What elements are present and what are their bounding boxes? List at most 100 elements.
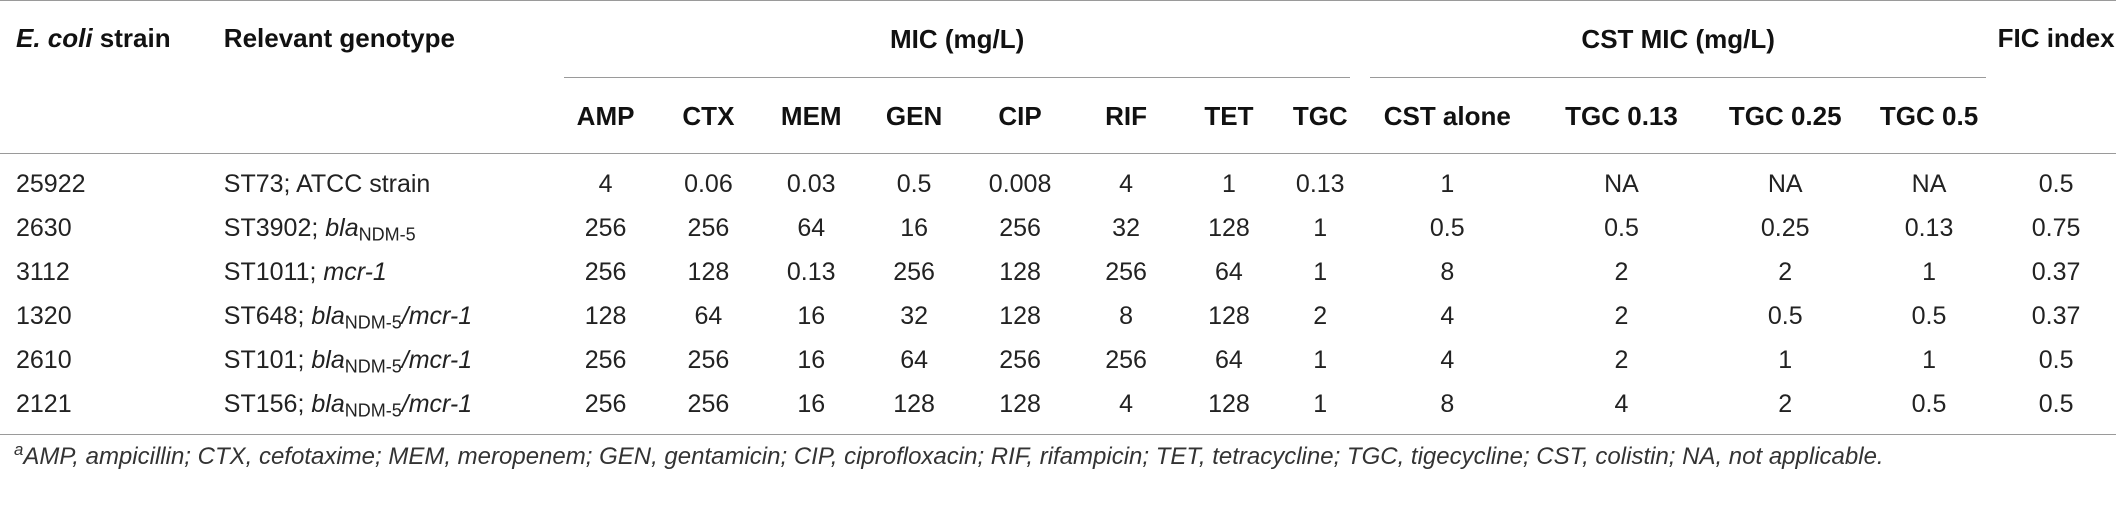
mic-value-tet: 64 — [1215, 345, 1243, 374]
cst-mic-value: 2 — [1614, 301, 1629, 330]
genotype-cell: ST3902; blaNDM-5 — [208, 206, 554, 250]
cst-mic-value: NA — [1604, 169, 1639, 198]
bla-gene: bla — [311, 389, 345, 418]
mic-value-cip: 256 — [999, 213, 1041, 242]
mic-value-gen: 16 — [900, 213, 928, 242]
fic-index-value: 0.5 — [2038, 389, 2074, 418]
fic-index-value: 0.5 — [2038, 169, 2074, 198]
mic-value-tgc: 1 — [1313, 345, 1328, 374]
mic-value-mem: 64 — [797, 213, 826, 242]
table-row: 2630 ST3902; blaNDM-5 256 256 64 16 256 32 128 1 0… — [0, 206, 2116, 250]
mic-value-amp: 256 — [584, 389, 627, 418]
mic-value-tgc: 0.13 — [1295, 169, 1345, 198]
mic-value-gen: 0.5 — [896, 169, 932, 198]
cst-mic-value: 8 — [1440, 257, 1455, 286]
mic-value-rif: 8 — [1119, 301, 1134, 330]
fic-index-value: 0.5 — [2038, 345, 2074, 374]
cst-mic-value: 1 — [1440, 169, 1455, 198]
sequence-type: ST1011; — [223, 257, 324, 286]
table-row: 3112 ST1011; mcr-1 256 128 0.13 256 128 256 64 1 8… — [0, 250, 2116, 294]
genotype-cell: ST648; blaNDM-5/mcr-1 — [208, 294, 554, 338]
mic-value-amp: 4 — [598, 169, 613, 198]
mic-value-ctx: 256 — [687, 345, 730, 374]
mic-value-cip: 256 — [999, 345, 1041, 374]
bla-gene-variant: NDM-5 — [358, 224, 416, 244]
strain-cell: 1320 — [16, 301, 72, 330]
strain-cell: 25922 — [16, 169, 86, 198]
mcr-gene: mcr-1 — [408, 301, 473, 330]
mic-value-amp: 128 — [584, 301, 627, 330]
cst-mic-value: 4 — [1440, 301, 1455, 330]
col-header-tgc-0-5: TGC 0.5 — [1861, 79, 1997, 154]
mic-value-amp: 256 — [584, 257, 627, 286]
mic-value-amp: 256 — [584, 213, 627, 242]
table-row: 25922 ST73; ATCC strain 4 0.06 0.03 0.5 0.008 4… — [0, 154, 2116, 207]
bla-gene: bla — [311, 345, 345, 374]
mic-value-tet: 128 — [1208, 389, 1250, 418]
mic-value-tgc: 2 — [1313, 301, 1328, 330]
cst-mic-value: 2 — [1614, 257, 1629, 286]
mic-value-gen: 128 — [893, 389, 935, 418]
table-body: 25922 ST73; ATCC strain 4 0.06 0.03 0.5 0.008 4… — [0, 154, 2116, 435]
cst-mic-value: 2 — [1778, 389, 1793, 418]
genotype-header: Relevant genotype — [207, 0, 555, 154]
mic-value-tet: 1 — [1221, 169, 1236, 198]
cst-mic-value: 4 — [1440, 345, 1455, 374]
mic-value-ctx: 64 — [694, 301, 723, 330]
gene-separator: / — [401, 301, 409, 330]
strain-cell: 2610 — [16, 345, 72, 374]
col-header-tgc-0-13: TGC 0.13 — [1534, 79, 1709, 154]
table-row: 2121 ST156; blaNDM-5/mcr-1 256 256 16 128 128 4… — [0, 382, 2116, 435]
footnote-marker: a — [14, 439, 24, 459]
mic-table: E. coli strain Relevant genotype MIC (mg… — [0, 0, 2116, 435]
mic-value-mem: 16 — [797, 389, 826, 418]
table-row: 2610 ST101; blaNDM-5/mcr-1 256 256 16 64 256 25… — [0, 338, 2116, 382]
mic-group-header: MIC (mg/L) — [554, 0, 1361, 79]
mic-value-ctx: 0.06 — [684, 169, 733, 198]
mcr-gene: mcr-1 — [408, 389, 473, 418]
cst-mic-value: 0.5 — [1767, 301, 1803, 330]
cst-mic-value: 2 — [1614, 345, 1629, 374]
mic-value-mem: 0.13 — [786, 257, 836, 286]
sequence-type: ST101; — [223, 345, 312, 374]
gene-separator: / — [401, 389, 409, 418]
mic-value-rif: 256 — [1105, 257, 1147, 286]
mic-value-rif: 256 — [1105, 345, 1147, 374]
cst-mic-value: 4 — [1614, 389, 1629, 418]
mic-value-tgc: 1 — [1313, 257, 1328, 286]
genotype-cell: ST156; blaNDM-5/mcr-1 — [208, 382, 554, 435]
cst-mic-value: NA — [1767, 169, 1803, 198]
mic-value-ctx: 128 — [687, 257, 730, 286]
genotype-cell: ST101; blaNDM-5/mcr-1 — [208, 338, 554, 382]
mic-value-tet: 64 — [1215, 257, 1243, 286]
cst-mic-value: 0.25 — [1760, 213, 1810, 242]
col-header-amp: AMP — [554, 79, 657, 154]
mic-value-cip: 0.008 — [988, 169, 1052, 198]
sequence-type: ST3902; — [223, 213, 326, 242]
cst-mic-value: 1 — [1778, 345, 1793, 374]
mic-value-tgc: 1 — [1313, 389, 1328, 418]
bla-gene-variant: NDM-5 — [344, 312, 402, 332]
mic-value-mem: 16 — [797, 345, 826, 374]
cst-mic-value: 1 — [1922, 257, 1936, 286]
col-header-gen: GEN — [862, 79, 966, 154]
sequence-type: ST156; — [223, 389, 312, 418]
cst-mic-value: 0.5 — [1911, 389, 1947, 418]
footnote-text: AMP, ampicillin; CTX, cefotaxime; MEM, m… — [23, 443, 1884, 470]
mic-value-gen: 64 — [900, 345, 928, 374]
col-header-ctx: CTX — [656, 79, 760, 154]
bla-gene: bla — [311, 301, 345, 330]
cst-mic-value: NA — [1911, 169, 1947, 198]
table-header: E. coli strain Relevant genotype MIC (mg… — [0, 0, 2116, 154]
mic-value-cip: 128 — [999, 301, 1041, 330]
table-footnote: aAMP, ampicillin; CTX, cefotaxime; MEM, … — [14, 440, 2110, 474]
cst-mic-value: 0.5 — [1911, 301, 1947, 330]
mic-value-tgc: 1 — [1313, 213, 1328, 242]
cst-mic-value: 1 — [1922, 345, 1936, 374]
strain-cell: 2630 — [16, 213, 72, 242]
mic-value-gen: 32 — [900, 301, 928, 330]
mic-value-gen: 256 — [893, 257, 935, 286]
mic-value-mem: 0.03 — [786, 169, 836, 198]
mic-value-rif: 4 — [1119, 169, 1134, 198]
